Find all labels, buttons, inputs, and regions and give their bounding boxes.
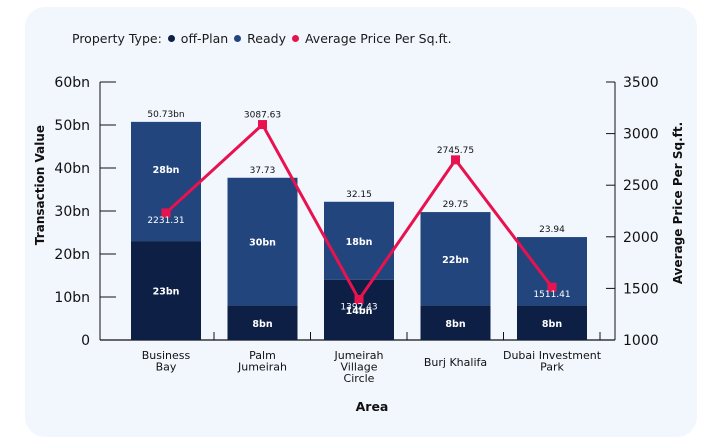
legend: Property Type: off-Plan Ready Average Pr…: [72, 31, 452, 46]
bar-total-label: 29.75: [443, 200, 469, 210]
category-label: Burj Khalifa: [424, 356, 487, 369]
price-point-label: 2745.75: [437, 146, 474, 156]
y-tick-label: 0: [81, 333, 90, 349]
bar-ready-label: 28bn: [153, 165, 180, 176]
bar-total-label: 50.73bn: [147, 110, 184, 120]
category-label: Circle: [344, 372, 375, 385]
legend-ready-dot: [234, 35, 242, 42]
legend-price-dot: [291, 35, 299, 42]
y-tick-label: 60bn: [54, 75, 90, 91]
bar-offplan: [324, 279, 394, 340]
bars: [131, 121, 587, 340]
price-point: [451, 155, 460, 165]
bar-ready-label: 30bn: [249, 238, 276, 249]
legend-price-label[interactable]: Average Price Per Sq.ft.: [304, 31, 452, 46]
y2-tick-label: 1500: [623, 281, 659, 297]
y-tick-label: 30bn: [54, 204, 90, 220]
category-label: Dubai Investment: [503, 349, 602, 362]
category-label: Jumeirah: [334, 349, 384, 362]
price-point: [547, 282, 557, 292]
category-label: Village: [341, 361, 378, 374]
bar-total-label: 32.15: [346, 190, 372, 200]
bar-offplan-label: 8bn: [445, 319, 465, 330]
x-axis-title: Area: [356, 399, 389, 414]
category-label: Palm: [249, 349, 276, 362]
bar-offplan-label: 8bn: [252, 319, 272, 330]
bar-ready: [227, 177, 298, 306]
category-label: Jumeirah: [237, 361, 287, 374]
legend-offplan-dot: [167, 35, 175, 42]
bar-offplan: [517, 305, 587, 340]
bar-ready: [420, 212, 491, 306]
bar-offplan: [227, 305, 298, 340]
bar-offplan: [420, 305, 491, 340]
category-label: Park: [540, 361, 564, 374]
bar-offplan-label: 8bn: [542, 319, 562, 330]
y2-axis-title: Average Price Per Sq.ft.: [671, 122, 685, 284]
price-point-label: 1511.41: [533, 290, 570, 300]
legend-offplan-label[interactable]: off-Plan: [180, 31, 229, 46]
price-point: [258, 120, 267, 130]
y-tick-label: 50bn: [54, 118, 90, 134]
bar-offplan-label: 14bn: [346, 306, 373, 317]
y-axis-title: Transaction Value: [33, 125, 47, 245]
y-tick-label: 40bn: [54, 161, 90, 177]
bar-offplan: [131, 241, 201, 340]
bar-total-label: 23.94: [539, 225, 565, 235]
bar-ready: [131, 121, 201, 242]
y2-tick-label: 2500: [623, 178, 659, 194]
y2-tick-label: 1000: [623, 333, 659, 349]
price-point-label: 1392.43: [340, 303, 377, 313]
y-tick-label: 10bn: [54, 290, 90, 306]
bar-offplan-label: 23bn: [153, 287, 180, 298]
bar-ready: [517, 237, 587, 306]
y-tick-label: 20bn: [54, 247, 90, 263]
price-point-label: 2231.31: [147, 216, 184, 226]
y2-tick-label: 3000: [623, 127, 659, 143]
bar-ready-label: 18bn: [346, 237, 373, 248]
price-point: [354, 295, 364, 305]
category-label: Bay: [156, 361, 177, 374]
category-label: Business: [142, 349, 191, 362]
price-point: [161, 208, 171, 218]
bar-total-label: 37.73: [250, 166, 276, 176]
legend-ready-label[interactable]: Ready: [247, 31, 286, 46]
chart-svg: 0 10bn 20bn 30bn 40bn 50bn 60bn 1000 1500 2000 250…: [33, 75, 685, 414]
bar-ready-label: 22bn: [442, 255, 469, 266]
price-point-label: 3087.63: [244, 111, 281, 121]
legend-prefix: Property Type:: [72, 31, 162, 46]
price-line: [161, 120, 557, 305]
y2-tick-label: 2000: [623, 230, 659, 246]
y2-tick-label: 3500: [623, 75, 659, 91]
